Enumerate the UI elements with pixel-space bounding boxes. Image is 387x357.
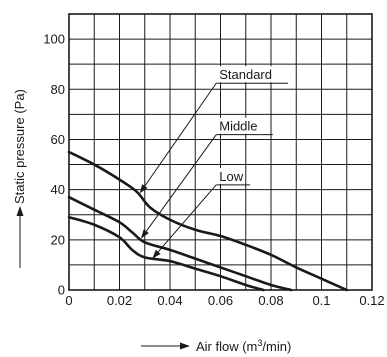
x-tick-label: 0 — [65, 293, 72, 308]
x-axis-title-text: Air flow (m3/min) — [196, 338, 291, 354]
x-tick-label: 0.04 — [157, 293, 182, 308]
curves — [67, 150, 349, 292]
x-tick-label: 0.12 — [359, 293, 384, 308]
callout-label-middle: Middle — [219, 119, 257, 134]
callout-leader-line — [145, 134, 217, 232]
tick-labels: 0 0.02 0.04 0.06 0.08 0.1 0.12 0 20 40 60 80 100 — [43, 32, 384, 308]
y-tick-label: 40 — [51, 182, 65, 197]
y-tick-label: 100 — [43, 32, 65, 47]
x-tick-label: 0.1 — [312, 293, 330, 308]
series-curve-standard — [67, 150, 349, 292]
x-axis-title: Air flow (m3/min) — [141, 338, 291, 354]
y-tick-label: 60 — [51, 132, 65, 147]
grid — [68, 13, 373, 291]
x-axis-title-superscript: 3 — [257, 338, 262, 348]
callout-low: Low — [152, 167, 251, 259]
callout-label-background — [216, 167, 246, 184]
y-axis-title: Static pressure (Pa) — [12, 89, 27, 268]
callout-label-background — [216, 117, 268, 134]
y-tick-label: 20 — [51, 232, 65, 247]
y-axis-title-arrowhead — [16, 206, 24, 216]
callout-middle: Middle — [140, 117, 273, 239]
y-axis-title-text: Static pressure (Pa) — [12, 89, 27, 204]
y-tick-label: 0 — [58, 283, 65, 298]
callout-arrowhead — [152, 249, 161, 259]
callout-arrowhead — [140, 229, 149, 239]
x-axis-title-prefix: Air flow (m — [196, 339, 257, 354]
series-callouts: Standard Middle Low — [139, 66, 289, 259]
series-curve-low — [67, 215, 265, 292]
callout-label-background — [216, 66, 284, 83]
callout-standard: Standard — [139, 66, 289, 194]
x-tick-label: 0.06 — [208, 293, 233, 308]
callout-leader-line — [157, 184, 217, 253]
x-tick-label: 0.02 — [107, 293, 132, 308]
callout-label-low: Low — [219, 169, 243, 184]
callout-arrowhead — [139, 184, 148, 194]
callout-leader-line — [144, 82, 217, 187]
y-tick-label: 80 — [51, 82, 65, 97]
series-curve-middle — [67, 195, 293, 292]
callout-label-standard: Standard — [219, 67, 272, 82]
x-axis-title-arrowhead — [180, 342, 190, 350]
x-tick-label: 0.08 — [258, 293, 283, 308]
x-axis-title-suffix: /min) — [262, 339, 291, 354]
